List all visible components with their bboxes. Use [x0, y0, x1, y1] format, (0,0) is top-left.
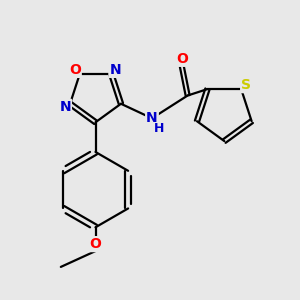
- Text: N: N: [110, 63, 121, 77]
- Text: H: H: [154, 122, 164, 135]
- Text: S: S: [241, 78, 251, 92]
- Text: N: N: [59, 100, 71, 114]
- Text: N: N: [146, 111, 158, 125]
- Text: O: O: [176, 52, 188, 66]
- Text: O: O: [90, 237, 101, 251]
- Text: O: O: [69, 63, 81, 77]
